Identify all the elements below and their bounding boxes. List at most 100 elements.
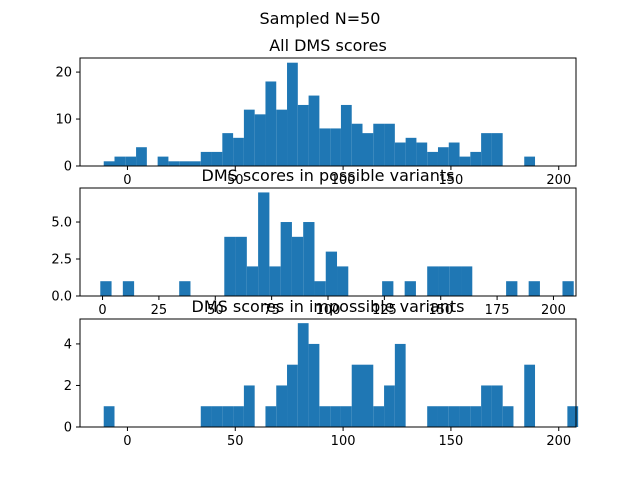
histogram-bar (330, 128, 341, 166)
panel-title: All DMS scores (269, 36, 387, 55)
histogram-bar (280, 222, 292, 296)
histogram-bar (438, 266, 450, 296)
histogram-bar (481, 385, 492, 427)
histogram-bar (168, 161, 180, 166)
histogram-bar (448, 142, 460, 166)
y-tick-label: 4 (64, 337, 72, 352)
histogram-bar (243, 385, 255, 427)
histogram-bar (481, 133, 492, 166)
panel-impossible-variants: 0 50 100 150 200 0 2 4 DMS scores in impossible … (64, 297, 579, 449)
histogram-bar (265, 81, 277, 166)
histogram-bar (337, 266, 349, 296)
histogram-bar (502, 406, 514, 427)
histogram-bar (362, 133, 374, 166)
histogram-bar (297, 104, 309, 166)
histogram-bar (276, 109, 288, 166)
histogram-bar (103, 161, 115, 166)
histogram-bar (524, 364, 536, 427)
histogram-bar (351, 123, 363, 166)
x-tick-label: 175 (485, 303, 510, 318)
histogram-bar (384, 385, 395, 427)
y-tick-label: 0 (64, 421, 72, 436)
histogram-bar (211, 151, 223, 166)
histogram-bar (330, 406, 341, 427)
histogram-bar (491, 385, 503, 427)
histogram-bar (437, 406, 449, 427)
histogram-bar (269, 266, 281, 296)
x-tick-label: 200 (541, 303, 566, 318)
histogram-bar (233, 137, 244, 166)
histogram-bar (524, 156, 536, 166)
x-tick-label: 50 (227, 434, 244, 449)
histogram-bar (233, 406, 244, 427)
histogram-bar (222, 406, 234, 427)
histogram-bar (179, 281, 191, 296)
histogram-bar (470, 406, 482, 427)
histogram-bar (303, 222, 315, 296)
histogram-bar (404, 281, 416, 296)
x-tick-label: 50 (227, 173, 244, 188)
x-tick-label: 0 (123, 173, 131, 188)
histogram-bar (362, 364, 374, 427)
histogram-bar (265, 406, 277, 427)
histogram-bar (427, 151, 438, 166)
histogram-bar (308, 343, 320, 427)
histogram-bar (243, 109, 255, 166)
histogram-bar (276, 385, 288, 427)
histogram-bar (211, 406, 223, 427)
histogram-bar (224, 236, 236, 296)
x-tick-label: 150 (428, 303, 453, 318)
histogram-bar (297, 323, 309, 427)
x-tick-label: 150 (439, 173, 464, 188)
histogram-bar (384, 123, 395, 166)
y-tick-label: 5.0 (51, 216, 72, 231)
histogram-bar (125, 156, 137, 166)
histogram-bar (114, 156, 126, 166)
y-tick-label: 2 (64, 379, 72, 394)
histogram-bar (319, 406, 331, 427)
histogram-bar (506, 281, 518, 296)
histogram-bar (470, 151, 482, 166)
x-tick-label: 200 (546, 434, 571, 449)
histogram-bar (373, 123, 385, 166)
axes-frame (79, 318, 577, 428)
histogram-bar (427, 266, 439, 296)
x-tick-label: 25 (151, 303, 168, 318)
histogram-bar (459, 156, 471, 166)
histogram-bar (528, 281, 540, 296)
histogram-bar (136, 147, 147, 166)
histogram-bar (325, 251, 338, 296)
x-tick-label: 100 (331, 434, 356, 449)
x-tick-label: 100 (331, 173, 356, 188)
x-tick-label: 150 (439, 434, 464, 449)
histogram-bar (200, 151, 212, 166)
histogram-bar (562, 281, 574, 296)
histogram-bar (246, 266, 259, 296)
y-tick-label: 0.0 (51, 290, 72, 305)
histogram-bar (340, 406, 352, 427)
histogram-bar (222, 133, 234, 166)
histogram-bar (394, 142, 406, 166)
histogram-bar (416, 142, 428, 166)
histogram-bar (179, 161, 190, 166)
x-tick-label: 75 (263, 303, 280, 318)
x-tick-label: 125 (372, 303, 397, 318)
panel-title: DMS scores in possible variants (202, 166, 455, 185)
histogram-bar (405, 137, 417, 166)
histogram-bar (382, 281, 394, 296)
histogram-bar (258, 192, 270, 296)
histogram-bar (200, 406, 212, 427)
histogram-bar (100, 281, 112, 296)
histogram-bar (427, 406, 438, 427)
histogram-bar (103, 406, 115, 427)
panel-possible-variants: 0 25 50 75 100 125 150 175 200 0.0 2.5 5.0 DMS score… (51, 166, 577, 318)
histogram-bar (235, 236, 247, 296)
histogram-bar (319, 128, 331, 166)
histogram-bar (287, 364, 298, 427)
histogram-bar (122, 281, 135, 296)
histogram-bar (491, 133, 503, 166)
x-tick-label: 0 (98, 303, 106, 318)
figure-suptitle: Sampled N=50 (260, 9, 381, 28)
x-tick-label: 0 (123, 434, 131, 449)
